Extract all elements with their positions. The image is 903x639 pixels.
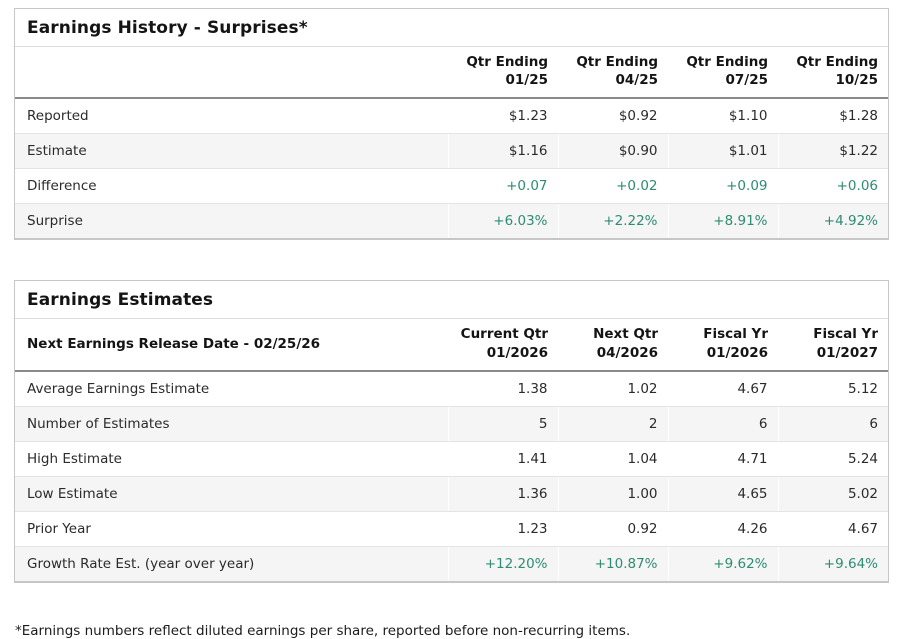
table-row: Prior Year 1.23 0.92 4.26 4.67 xyxy=(15,511,888,547)
column-header: Current Qtr 01/2026 xyxy=(448,319,558,372)
row-label: Number of Estimates xyxy=(15,406,448,442)
cell-value: 0.92 xyxy=(557,511,668,547)
table-row: Number of Estimates 5 2 6 6 xyxy=(15,406,888,442)
cell-value: 5.02 xyxy=(777,476,888,512)
earnings-history-title: Earnings History - Surprises* xyxy=(15,9,888,47)
cell-value: $1.22 xyxy=(777,133,888,170)
earnings-estimates-title: Earnings Estimates xyxy=(15,281,888,320)
cell-value: +0.09 xyxy=(667,168,778,205)
cell-value: +2.22% xyxy=(557,203,668,239)
cell-value: +0.07 xyxy=(447,168,558,205)
column-header: Qtr Ending 04/25 xyxy=(558,47,668,100)
cell-value: 2 xyxy=(557,406,668,442)
row-label: Difference xyxy=(15,168,448,205)
row-label: Average Earnings Estimate xyxy=(15,370,448,407)
column-header: Qtr Ending 01/25 xyxy=(448,47,558,100)
row-label: Estimate xyxy=(15,133,448,170)
row-label: Reported xyxy=(15,98,448,135)
header-row: Next Earnings Release Date - 02/25/26 Cur… xyxy=(15,319,888,372)
cell-value: +12.20% xyxy=(447,546,558,581)
table-row: Reported $1.23 $0.92 $1.10 $1.28 xyxy=(15,98,888,135)
cell-value: 5 xyxy=(447,406,558,442)
cell-value: +0.02 xyxy=(557,168,668,205)
column-header: Qtr Ending 10/25 xyxy=(778,47,888,100)
cell-value: 6 xyxy=(777,406,888,442)
row-label: Growth Rate Est. (year over year) xyxy=(15,546,448,581)
table-row: Growth Rate Est. (year over year) +12.20%… xyxy=(15,546,888,581)
corner-header xyxy=(15,47,448,100)
cell-value: 6 xyxy=(667,406,778,442)
cell-value: $1.16 xyxy=(447,133,558,170)
cell-value: 4.26 xyxy=(667,511,778,547)
cell-value: 4.67 xyxy=(777,511,888,547)
row-label: Prior Year xyxy=(15,511,448,547)
cell-value: +9.62% xyxy=(667,546,778,581)
cell-value: 1.23 xyxy=(447,511,558,547)
earnings-history-table: Qtr Ending 01/25 Qtr Ending 04/25 Qtr Ending… xyxy=(15,47,888,239)
cell-value: 4.71 xyxy=(667,441,778,477)
cell-value: 1.02 xyxy=(557,370,668,407)
cell-value: 4.67 xyxy=(667,370,778,407)
header-row: Qtr Ending 01/25 Qtr Ending 04/25 Qtr Ending… xyxy=(15,47,888,100)
cell-value: $1.23 xyxy=(447,98,558,135)
column-header: Fiscal Yr 01/2027 xyxy=(778,319,888,372)
row-label: High Estimate xyxy=(15,441,448,477)
earnings-history-card: Earnings History - Surprises* Qtr Ending… xyxy=(14,8,889,241)
cell-value: 5.24 xyxy=(777,441,888,477)
cell-value: 1.36 xyxy=(447,476,558,512)
column-header: Next Qtr 04/2026 xyxy=(558,319,668,372)
earnings-estimates-table: Next Earnings Release Date - 02/25/26 Cur… xyxy=(15,319,888,581)
row-label: Low Estimate xyxy=(15,476,448,512)
cell-value: $1.01 xyxy=(667,133,778,170)
earnings-footnote: *Earnings numbers reflect diluted earnin… xyxy=(15,622,631,639)
cell-value: $1.10 xyxy=(667,98,778,135)
earnings-estimates-card: Earnings Estimates Next Earnings Release… xyxy=(14,280,889,583)
cell-value: +0.06 xyxy=(777,168,888,205)
table-row: Surprise +6.03% +2.22% +8.91% +4.92% xyxy=(15,203,888,239)
cell-value: $0.92 xyxy=(557,98,668,135)
cell-value: $1.28 xyxy=(777,98,888,135)
row-label: Surprise xyxy=(15,203,448,239)
cell-value: +10.87% xyxy=(557,546,668,581)
cell-value: 1.00 xyxy=(557,476,668,512)
cell-value: 4.65 xyxy=(667,476,778,512)
cell-value: 1.41 xyxy=(447,441,558,477)
table-row: Difference +0.07 +0.02 +0.09 +0.06 xyxy=(15,168,888,205)
cell-value: +6.03% xyxy=(447,203,558,239)
table-row: Average Earnings Estimate 1.38 1.02 4.67 5.1… xyxy=(15,370,888,407)
table-row: Estimate $1.16 $0.90 $1.01 $1.22 xyxy=(15,133,888,170)
corner-header: Next Earnings Release Date - 02/25/26 xyxy=(15,319,448,372)
cell-value: +4.92% xyxy=(777,203,888,239)
cell-value: 5.12 xyxy=(777,370,888,407)
cell-value: $0.90 xyxy=(557,133,668,170)
table-row: Low Estimate 1.36 1.00 4.65 5.02 xyxy=(15,476,888,512)
column-header: Qtr Ending 07/25 xyxy=(668,47,778,100)
column-header: Fiscal Yr 01/2026 xyxy=(668,319,778,372)
table-row: High Estimate 1.41 1.04 4.71 5.24 xyxy=(15,441,888,477)
cell-value: 1.04 xyxy=(557,441,668,477)
cell-value: +8.91% xyxy=(667,203,778,239)
cell-value: 1.38 xyxy=(447,370,558,407)
cell-value: +9.64% xyxy=(777,546,888,581)
